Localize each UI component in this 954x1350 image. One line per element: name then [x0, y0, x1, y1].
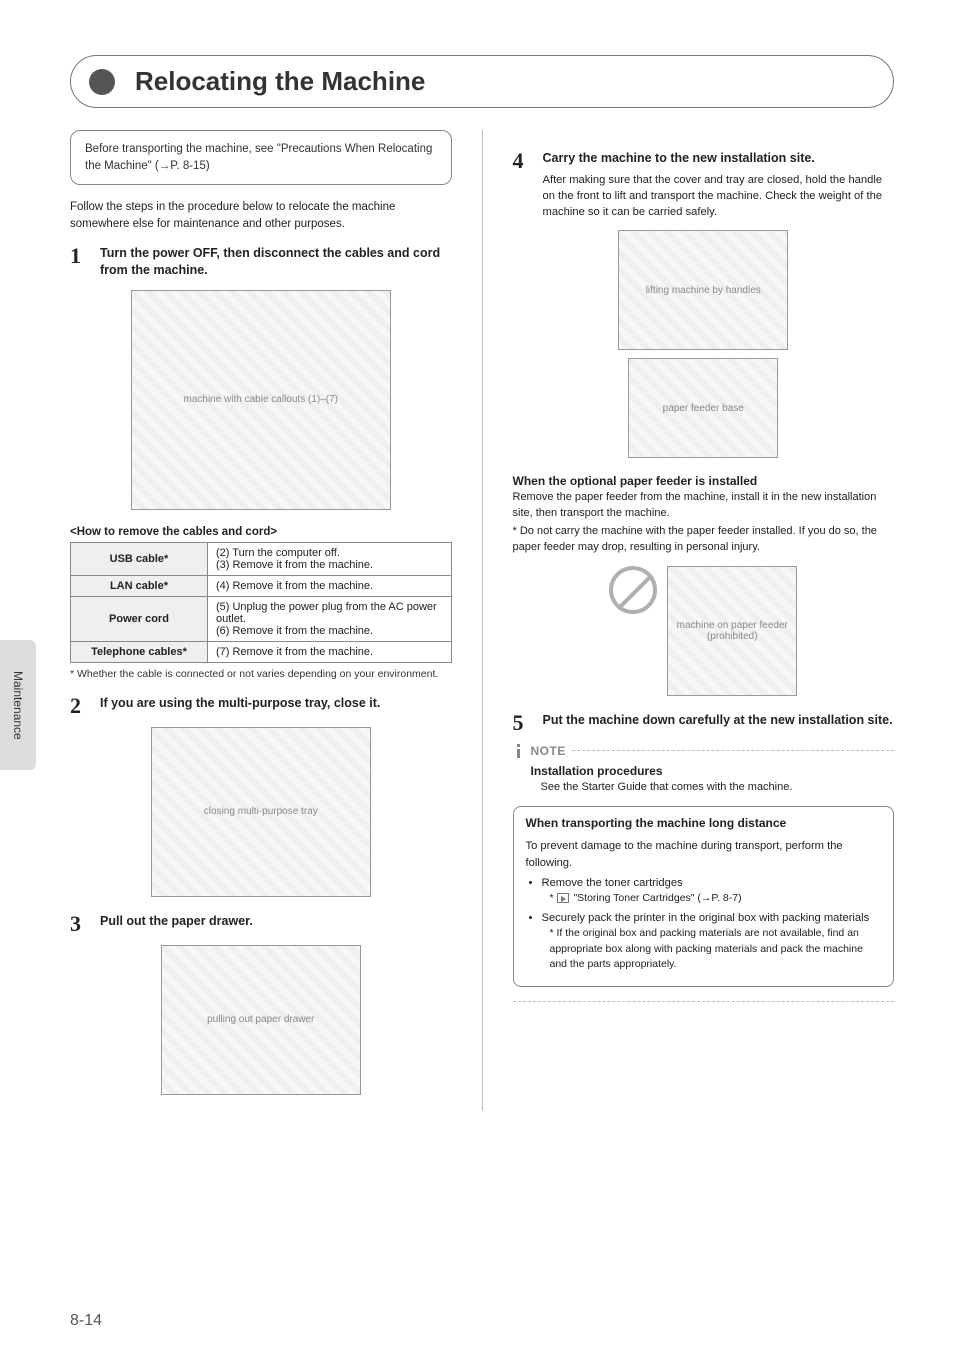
step-number: 5 — [513, 712, 533, 734]
cable-removal-table: USB cable*(2) Turn the computer off. (3)… — [70, 542, 452, 663]
step-2: 2 If you are using the multi-purpose tra… — [70, 695, 452, 717]
step-desc: After making sure that the cover and tra… — [543, 172, 895, 221]
bullet-sub: "Storing Toner Cartridges" (→P. 8-7) — [573, 892, 741, 904]
link-icon — [557, 893, 569, 903]
transport-box: When transporting the machine long dista… — [513, 806, 895, 987]
optional-head: When the optional paper feeder is instal… — [513, 474, 895, 488]
step-title: Put the machine down carefully at the ne… — [543, 712, 895, 730]
transport-head: When transporting the machine long dista… — [526, 815, 882, 832]
note-head: Installation procedures — [531, 764, 895, 778]
list-item: Securely pack the printer in the origina… — [542, 910, 882, 972]
table-row: Power cord(5) Unplug the power plug from… — [71, 596, 452, 641]
dash-line — [572, 750, 894, 751]
table-head: Telephone cables* — [71, 641, 208, 662]
figure-cables: machine with cable callouts (1)–(7) — [131, 290, 391, 510]
transport-intro: To prevent damage to the machine during … — [526, 838, 882, 870]
column-divider — [482, 130, 483, 1111]
optional-p2: * Do not carry the machine with the pape… — [513, 524, 895, 556]
note-label: NOTE — [531, 744, 566, 758]
step-number: 2 — [70, 695, 90, 717]
right-column: 4 Carry the machine to the new installat… — [513, 130, 895, 1111]
end-dash — [513, 1001, 895, 1002]
step-title: Carry the machine to the new installatio… — [543, 150, 895, 168]
bullet-sub: If the original box and packing material… — [550, 927, 863, 969]
table-cell: (2) Turn the computer off. (3) Remove it… — [207, 542, 451, 575]
section-heading: Relocating the Machine — [70, 55, 894, 108]
table-footnote: * Whether the cable is connected or not … — [70, 667, 452, 681]
table-row: LAN cable*(4) Remove it from the machine… — [71, 575, 452, 596]
figure-lift: lifting machine by handles — [618, 230, 788, 350]
figure-drawer: pulling out paper drawer — [161, 945, 361, 1095]
figure-close-tray: closing multi-purpose tray — [151, 727, 371, 897]
left-column: Before transporting the machine, see "Pr… — [70, 130, 452, 1111]
list-item: Remove the toner cartridges * "Storing T… — [542, 875, 882, 906]
info-icon — [513, 744, 525, 758]
step-5: 5 Put the machine down carefully at the … — [513, 712, 895, 734]
step-1: 1 Turn the power OFF, then disconnect th… — [70, 245, 452, 280]
table-row: Telephone cables*(7) Remove it from the … — [71, 641, 452, 662]
table-caption: <How to remove the cables and cord> — [70, 526, 452, 538]
step-4: 4 Carry the machine to the new installat… — [513, 150, 895, 220]
step-number: 1 — [70, 245, 90, 280]
bullet-text: Securely pack the printer in the origina… — [542, 912, 870, 924]
table-head: Power cord — [71, 596, 208, 641]
precaution-box: Before transporting the machine, see "Pr… — [70, 130, 452, 185]
figure-feeder-base: paper feeder base — [628, 358, 778, 458]
step-3: 3 Pull out the paper drawer. — [70, 913, 452, 935]
intro-text: Follow the steps in the procedure below … — [70, 199, 452, 232]
step-number: 3 — [70, 913, 90, 935]
page-number: 8-14 — [70, 1312, 102, 1330]
step-title: Pull out the paper drawer. — [100, 913, 452, 931]
bullet-text: Remove the toner cartridges — [542, 877, 683, 889]
optional-p1: Remove the paper feeder from the machine… — [513, 490, 895, 522]
table-head: LAN cable* — [71, 575, 208, 596]
step-title: If you are using the multi-purpose tray,… — [100, 695, 452, 713]
heading-title: Relocating the Machine — [135, 66, 425, 96]
step-number: 4 — [513, 150, 533, 220]
heading-bullet-icon — [89, 69, 115, 95]
note-label-row: NOTE — [513, 744, 895, 758]
table-row: USB cable*(2) Turn the computer off. (3)… — [71, 542, 452, 575]
figure-feeder-no: machine on paper feeder (prohibited) — [667, 566, 797, 696]
table-cell: (7) Remove it from the machine. — [207, 641, 451, 662]
note-text: See the Starter Guide that comes with th… — [531, 780, 895, 796]
table-head: USB cable* — [71, 542, 208, 575]
prohibit-icon — [609, 566, 657, 614]
step-title: Turn the power OFF, then disconnect the … — [100, 245, 452, 280]
table-cell: (4) Remove it from the machine. — [207, 575, 451, 596]
table-cell: (5) Unplug the power plug from the AC po… — [207, 596, 451, 641]
precaution-text: Before transporting the machine, see "Pr… — [85, 143, 432, 172]
